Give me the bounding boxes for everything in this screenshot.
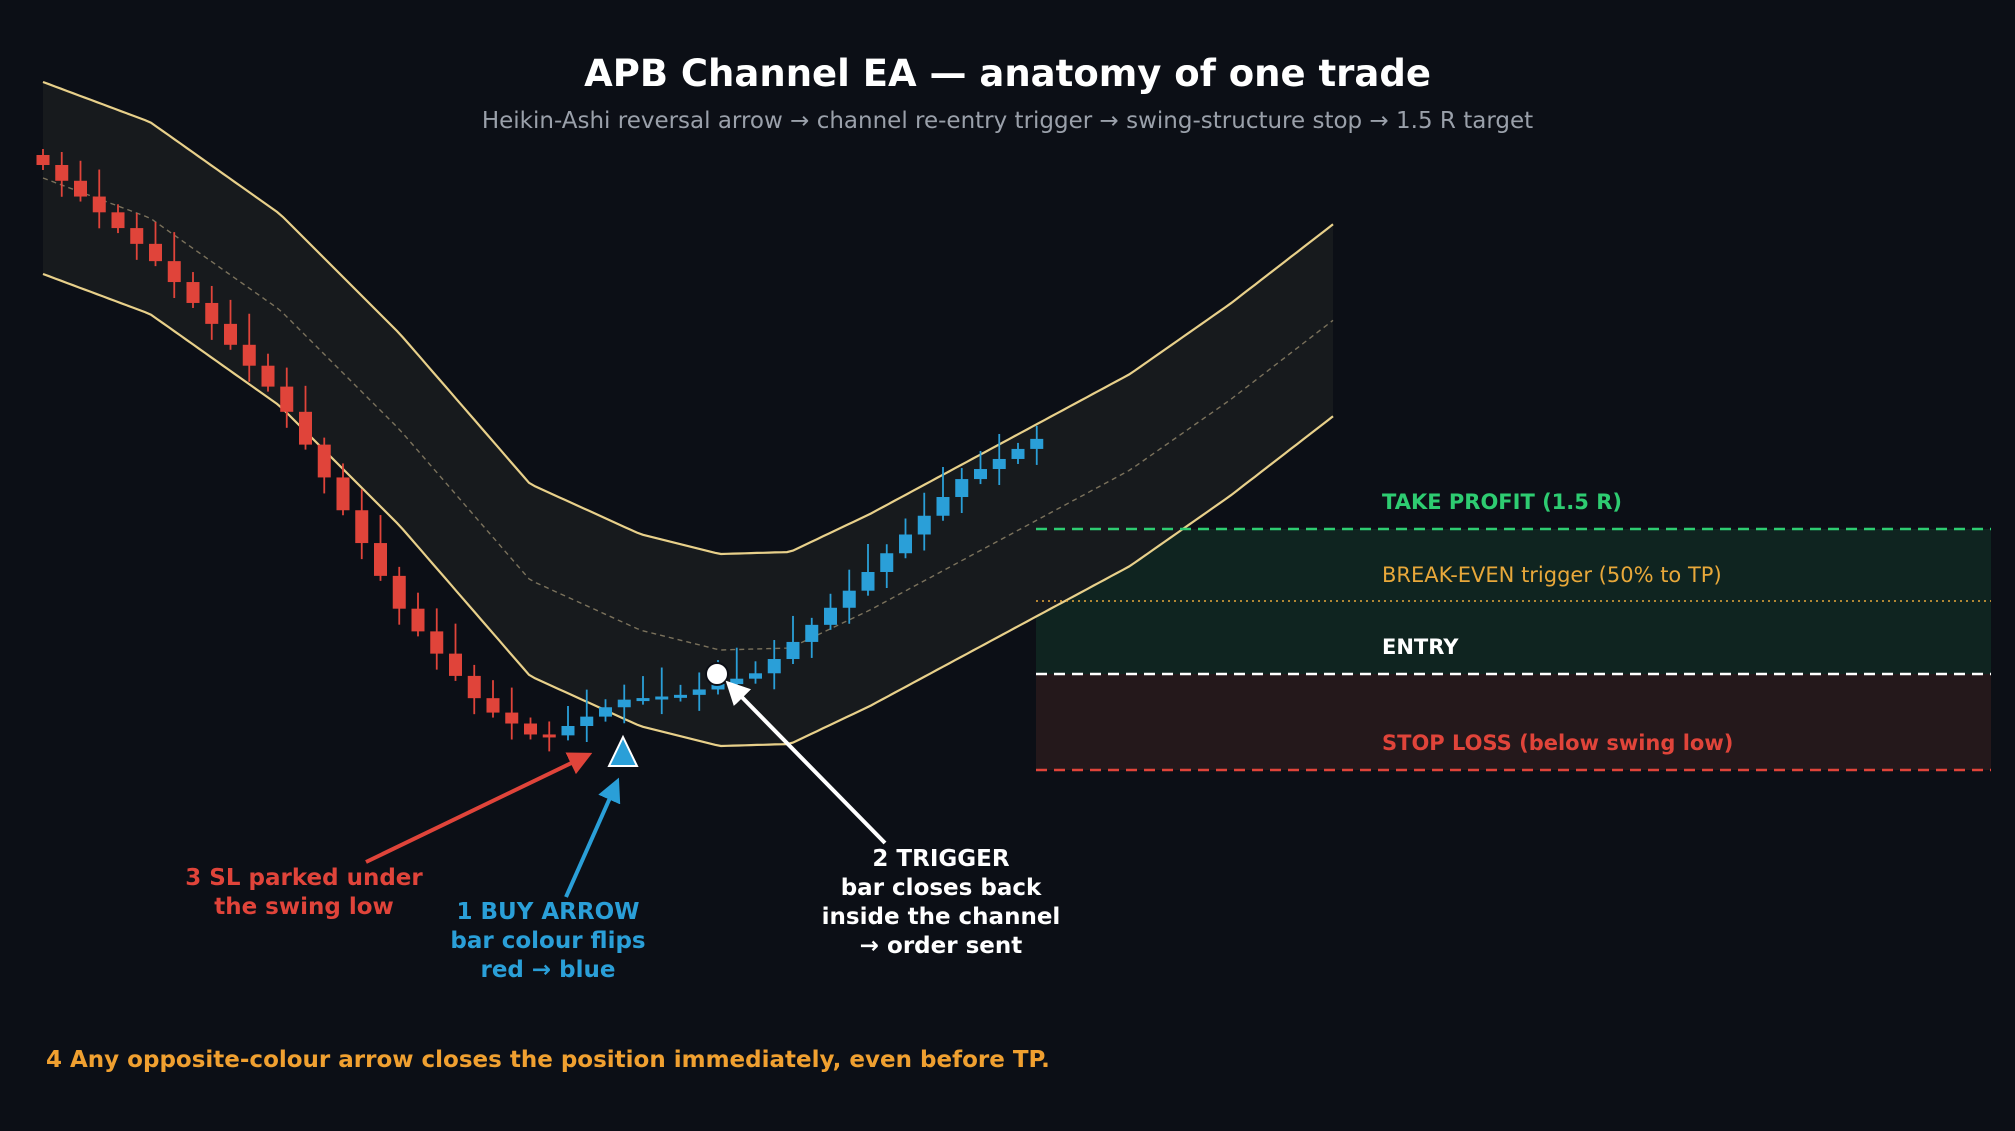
candle-body	[186, 282, 200, 303]
candle-body	[280, 386, 294, 412]
buy-arrow-icon	[607, 734, 639, 767]
candle-body	[992, 458, 1006, 470]
candle-body	[467, 675, 481, 699]
candle-body	[730, 678, 744, 685]
channel-fill	[43, 82, 1333, 746]
candle-body	[917, 515, 931, 535]
trigger-annotation-arrow	[725, 680, 887, 845]
trigger-note-line4: → order sent	[859, 933, 1023, 959]
candle-body	[242, 344, 256, 366]
page-title: APB Channel EA — anatomy of one trade	[584, 52, 1431, 95]
candle-body	[636, 698, 650, 702]
candle-body	[449, 653, 462, 676]
channel-midline	[42, 177, 1334, 651]
candle-body	[149, 243, 162, 262]
footer-note: 4 Any opposite-colour arrow closes the p…	[46, 1047, 1050, 1073]
candle-body	[805, 624, 819, 642]
candle-body	[861, 572, 875, 591]
candle-body	[711, 684, 725, 690]
candle-body	[561, 726, 575, 736]
risk-zone	[1036, 674, 1991, 770]
candle-body	[655, 696, 669, 700]
candle-body	[261, 365, 275, 387]
take-profit-label: TAKE PROFIT (1.5 R)	[1382, 490, 1622, 514]
candle-body	[392, 575, 406, 609]
channel-lower-band	[42, 272, 1334, 748]
candle-body	[411, 608, 425, 632]
candle-body	[674, 694, 687, 698]
trigger-note-line3: inside the channel	[821, 904, 1061, 930]
candle-body	[317, 444, 331, 478]
page-subtitle: Heikin-Ashi reversal arrow → channel re-…	[481, 108, 1534, 134]
sl-note-line1: 3 SL parked under	[185, 865, 423, 891]
candle-body	[599, 707, 612, 717]
candle-body	[767, 659, 781, 674]
sl-note-line2: the swing low	[214, 894, 394, 920]
candle-body	[824, 607, 837, 625]
candle-body	[55, 165, 69, 181]
candle-body	[430, 631, 444, 654]
candle-body	[974, 469, 987, 480]
buy-note-line1: 1 BUY ARROW	[456, 899, 640, 925]
channel-upper-band	[42, 80, 1334, 556]
candle-body	[1011, 448, 1025, 459]
candle-body	[617, 699, 631, 708]
candle-body	[130, 228, 144, 244]
trigger-note-line1: 2 TRIGGER	[872, 846, 1010, 872]
trigger-dot-icon	[705, 662, 729, 686]
candle-body	[899, 534, 912, 554]
candle-body	[92, 196, 106, 213]
entry-label: ENTRY	[1382, 635, 1459, 659]
trigger-note-line2: bar closes back	[840, 875, 1042, 901]
candle-body	[692, 689, 706, 695]
candle-body	[936, 497, 950, 516]
candle-body	[505, 712, 519, 724]
buy-note: 1 BUY ARROW bar colour flips red → blue	[418, 898, 678, 985]
candle-body	[374, 543, 387, 576]
candle-body	[355, 510, 369, 544]
candle-body	[880, 553, 894, 572]
candle-body	[299, 411, 312, 445]
candle-body	[167, 261, 181, 283]
candle-body	[224, 323, 237, 345]
candle-body	[74, 180, 87, 197]
buy-note-line3: red → blue	[480, 957, 616, 983]
candle-body	[36, 155, 50, 165]
price-channel	[42, 80, 1334, 748]
candle-body	[749, 673, 762, 679]
candle-body	[1030, 438, 1044, 449]
candle-body	[336, 477, 350, 511]
candle-body	[205, 302, 219, 324]
trigger-note: 2 TRIGGER bar closes back inside the cha…	[791, 845, 1091, 961]
candle-body	[580, 716, 594, 726]
stop-loss-label: STOP LOSS (below swing low)	[1382, 731, 1734, 755]
candle-body	[955, 479, 969, 497]
candle-body	[542, 734, 556, 738]
candle-body	[486, 698, 500, 713]
candle-body	[524, 723, 537, 735]
buy-annotation-arrow	[564, 777, 621, 898]
candle-body	[842, 590, 856, 608]
sl-note: 3 SL parked under the swing low	[158, 864, 450, 922]
break-even-label: BREAK-EVEN trigger (50% to TP)	[1382, 563, 1722, 587]
reward-zone	[1036, 529, 1991, 674]
sl-annotation-arrow	[365, 752, 593, 864]
buy-note-line2: bar colour flips	[450, 928, 646, 954]
candle-body	[786, 641, 800, 660]
heikin-ashi-candles	[36, 149, 1044, 752]
candle-body	[111, 212, 125, 229]
